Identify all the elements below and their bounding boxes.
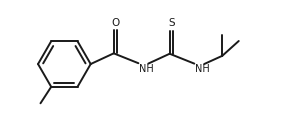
Text: S: S bbox=[168, 18, 175, 28]
Text: NH: NH bbox=[195, 64, 209, 74]
Text: NH: NH bbox=[139, 64, 154, 74]
Text: O: O bbox=[111, 18, 119, 28]
